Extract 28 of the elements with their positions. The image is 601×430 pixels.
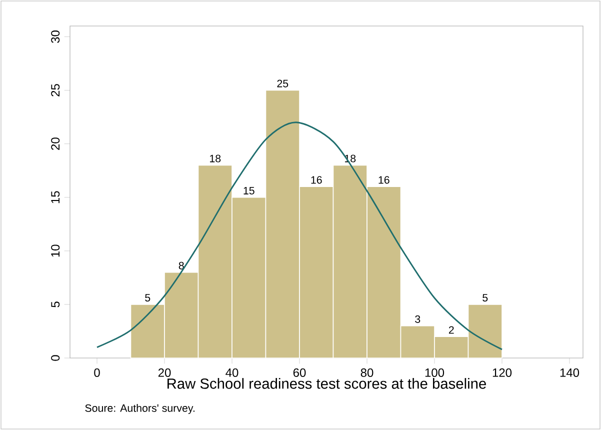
y-tick-label: 25	[51, 84, 60, 96]
y-tick-label: 30	[51, 30, 60, 43]
data-label: 25	[277, 80, 288, 88]
y-tick-label: 20	[51, 138, 60, 150]
x-tick-label: 120	[492, 368, 512, 377]
x-tick-label: 40	[226, 368, 238, 377]
data-label: 16	[311, 176, 322, 184]
data-label: 8	[178, 262, 184, 270]
y-tick-label: 10	[51, 244, 60, 257]
data-label: 15	[244, 186, 254, 194]
x-tick-label: 20	[158, 368, 171, 377]
x-tick-label: 0	[94, 368, 100, 377]
data-label: 5	[482, 294, 488, 302]
data-label: 2	[448, 326, 454, 334]
x-tick-label: 60	[293, 368, 306, 377]
line-series	[96, 122, 503, 350]
x-tick-label: 140	[560, 368, 580, 377]
y-tick-label: 0	[51, 355, 60, 361]
data-label: 3	[415, 315, 420, 323]
x-tick-label: 80	[360, 368, 374, 377]
data-label: 18	[210, 154, 221, 162]
text: Soure: Authors' survey.	[85, 404, 194, 414]
y-tick-label: 15	[51, 191, 60, 204]
x-tick-label: 100	[425, 368, 444, 377]
y-tick-label: 5	[51, 302, 60, 308]
data-label: 5	[145, 294, 150, 302]
x-axis-title: Raw School readiness test scores at the baseline	[168, 378, 486, 389]
data-label: 16	[378, 176, 390, 184]
